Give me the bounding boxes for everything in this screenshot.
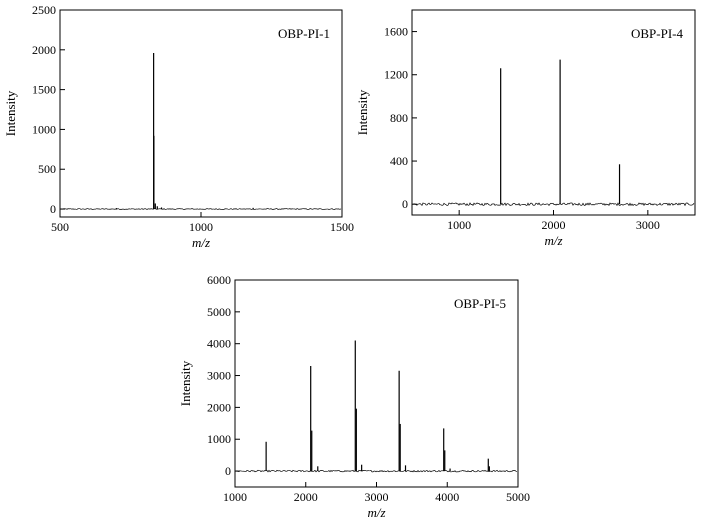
y-tick-label: 3000: [207, 369, 231, 383]
x-tick-label: 2000: [294, 490, 318, 504]
x-axis-ticks: 500 1000 1500: [51, 212, 354, 234]
y-axis-label: Intensity: [178, 360, 193, 406]
panel-title: OBP-PI-1: [278, 26, 330, 41]
y-tick-label: 5000: [207, 305, 231, 319]
y-tick-label: 400: [390, 154, 408, 168]
x-tick-label: 1000: [189, 220, 213, 234]
peaks: [500, 59, 621, 205]
baseline-trace: [235, 469, 518, 473]
y-tick-label: 6000: [207, 273, 231, 287]
y-tick-label: 1500: [32, 83, 56, 97]
x-tick-label: 3000: [365, 490, 389, 504]
y-tick-label: 2500: [32, 3, 56, 17]
panel-title: OBP-PI-4: [631, 26, 684, 41]
baseline-trace: [412, 202, 695, 207]
x-axis-ticks: 1000 2000 3000: [447, 210, 660, 232]
baseline-noise-trace: [60, 208, 342, 210]
x-tick-label: 3000: [636, 218, 660, 232]
x-axis-label: m/z: [192, 235, 210, 250]
x-axis-label: m/z: [367, 505, 385, 520]
y-axis-ticks: 0 1000 2000 3000 4000 5000 6000: [207, 273, 240, 478]
y-tick-label: 1200: [384, 68, 408, 82]
y-tick-label: 0: [225, 464, 231, 478]
y-axis-label: Intensity: [355, 89, 370, 135]
plot-frame: [234, 279, 519, 488]
y-tick-label: 1000: [32, 122, 56, 136]
y-tick-label: 0: [402, 197, 408, 211]
x-tick-label: 4000: [435, 490, 459, 504]
peaks: [115, 52, 254, 210]
x-axis-ticks: 1000 2000 3000 4000 5000: [223, 482, 530, 504]
x-axis-label: m/z: [544, 233, 562, 248]
y-tick-label: 500: [38, 162, 56, 176]
baseline-noise-trace: [235, 469, 518, 473]
plot-frame: [59, 9, 343, 218]
y-tick-label: 4000: [207, 337, 231, 351]
y-axis-label: Intensity: [3, 90, 18, 136]
baseline-noise-trace: [412, 202, 695, 207]
baseline-trace: [60, 208, 342, 210]
panel-obp-pi-5: 0 1000 2000 3000 4000 5000 6000 1000 2000 3000 40…: [178, 273, 530, 520]
x-tick-label: 500: [51, 220, 69, 234]
y-axis-ticks: 0 500 1000 1500 2000 2500: [32, 3, 65, 216]
y-tick-label: 2000: [207, 400, 231, 414]
y-tick-label: 1600: [384, 25, 408, 39]
y-tick-label: 800: [390, 111, 408, 125]
x-tick-label: 5000: [506, 490, 530, 504]
y-tick-label: 1000: [207, 432, 231, 446]
y-tick-label: 0: [50, 202, 56, 216]
peaks: [265, 340, 490, 472]
x-tick-label: 1500: [330, 220, 354, 234]
y-axis-ticks: 0 400 800 1200 1600: [384, 25, 417, 211]
x-tick-label: 2000: [542, 218, 566, 232]
x-tick-label: 1000: [223, 490, 247, 504]
panel-obp-pi-1: 0 500 1000 1500 2000 2500 500 1000 1500 OBP-PI-…: [3, 3, 354, 250]
y-tick-label: 2000: [32, 43, 56, 57]
x-tick-label: 1000: [447, 218, 471, 232]
panel-title: OBP-PI-5: [454, 296, 506, 311]
panel-obp-pi-4: 0 400 800 1200 1600 1000 2000 3000 OBP-PI-4 m/…: [355, 9, 696, 248]
